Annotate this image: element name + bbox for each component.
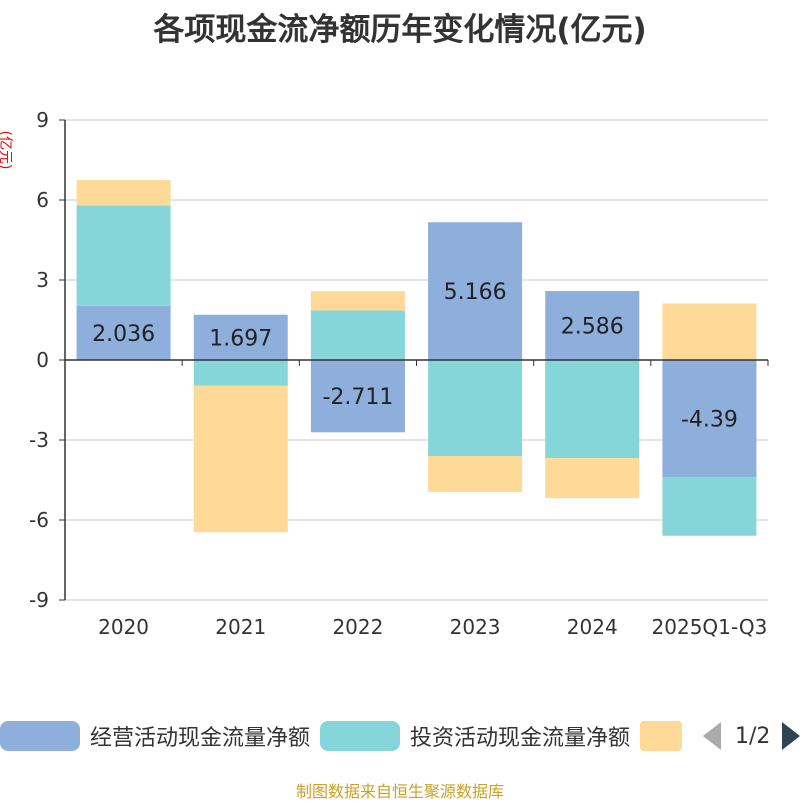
bar-0 — [428, 222, 523, 360]
bar-1 — [662, 477, 757, 536]
bar-0 — [76, 305, 171, 360]
data-label: -2.711 — [322, 385, 393, 410]
y-tick-label: -3 — [29, 428, 49, 452]
legend-label: 经营活动现金流量净额 — [90, 726, 311, 751]
bar-0 — [545, 291, 640, 360]
chart-plot: 9 6 3 0 -3 -6 -9 2.036 1.697 -2.711 5.166 2.586 -4.3… — [29, 108, 769, 639]
data-label: 2.036 — [92, 322, 155, 347]
y-tick-label: -9 — [29, 588, 49, 612]
bar-0 — [662, 360, 757, 478]
legend-swatch — [320, 721, 400, 751]
x-tick-label: 2022 — [332, 615, 383, 639]
bar-1 — [428, 360, 523, 456]
bar-2 — [545, 458, 640, 499]
x-tick-label: 2023 — [450, 615, 501, 639]
pager-prev-icon[interactable] — [703, 722, 721, 750]
legend-swatch — [640, 721, 682, 751]
data-label: 1.697 — [209, 326, 272, 351]
data-source-note: 制图数据来自恒生聚源数据库 — [295, 782, 504, 801]
data-label: 2.586 — [561, 315, 624, 340]
pager-next-icon[interactable] — [782, 722, 800, 750]
bar-0 — [193, 314, 288, 360]
bar-2 — [310, 291, 405, 311]
y-tick-label: 6 — [36, 188, 49, 212]
data-label: -4.39 — [681, 408, 738, 433]
bar-1 — [310, 310, 405, 360]
pager-page-indicator: 1/2 — [735, 723, 771, 749]
bar-2 — [76, 180, 171, 206]
bar-1 — [76, 205, 171, 306]
bar-2 — [428, 456, 523, 492]
y-tick-label: 0 — [36, 348, 49, 372]
legend-swatch — [0, 721, 80, 751]
bar-2 — [193, 385, 288, 533]
legend-label: 投资活动现金流量净额 — [410, 726, 631, 751]
y-tick-label: 9 — [36, 108, 49, 132]
legend-item-financing[interactable] — [640, 716, 682, 756]
chart-title: 各项现金流净额历年变化情况(亿元) — [153, 12, 647, 48]
bar-0 — [310, 360, 405, 433]
x-tick-label: 2021 — [215, 615, 266, 639]
legend-item-investing[interactable]: 投资活动现金流量净额 — [320, 716, 630, 756]
x-tick-label: 2020 — [98, 615, 149, 639]
legend-item-operating[interactable]: 经营活动现金流量净额 — [0, 716, 310, 756]
bar-2 — [662, 303, 757, 360]
legend-pager: 1/2 — [700, 716, 800, 756]
x-tick-label: 2024 — [567, 615, 618, 639]
y-tick-label: -6 — [29, 508, 49, 532]
data-label: 5.166 — [444, 280, 507, 305]
y-tick-label: 3 — [36, 268, 49, 292]
legend: 经营活动现金流量净额 投资活动现金流量净额 — [0, 716, 800, 756]
bar-1 — [545, 360, 640, 459]
bar-1 — [193, 360, 288, 386]
x-tick-label: 2025Q1-Q3 — [652, 615, 768, 639]
